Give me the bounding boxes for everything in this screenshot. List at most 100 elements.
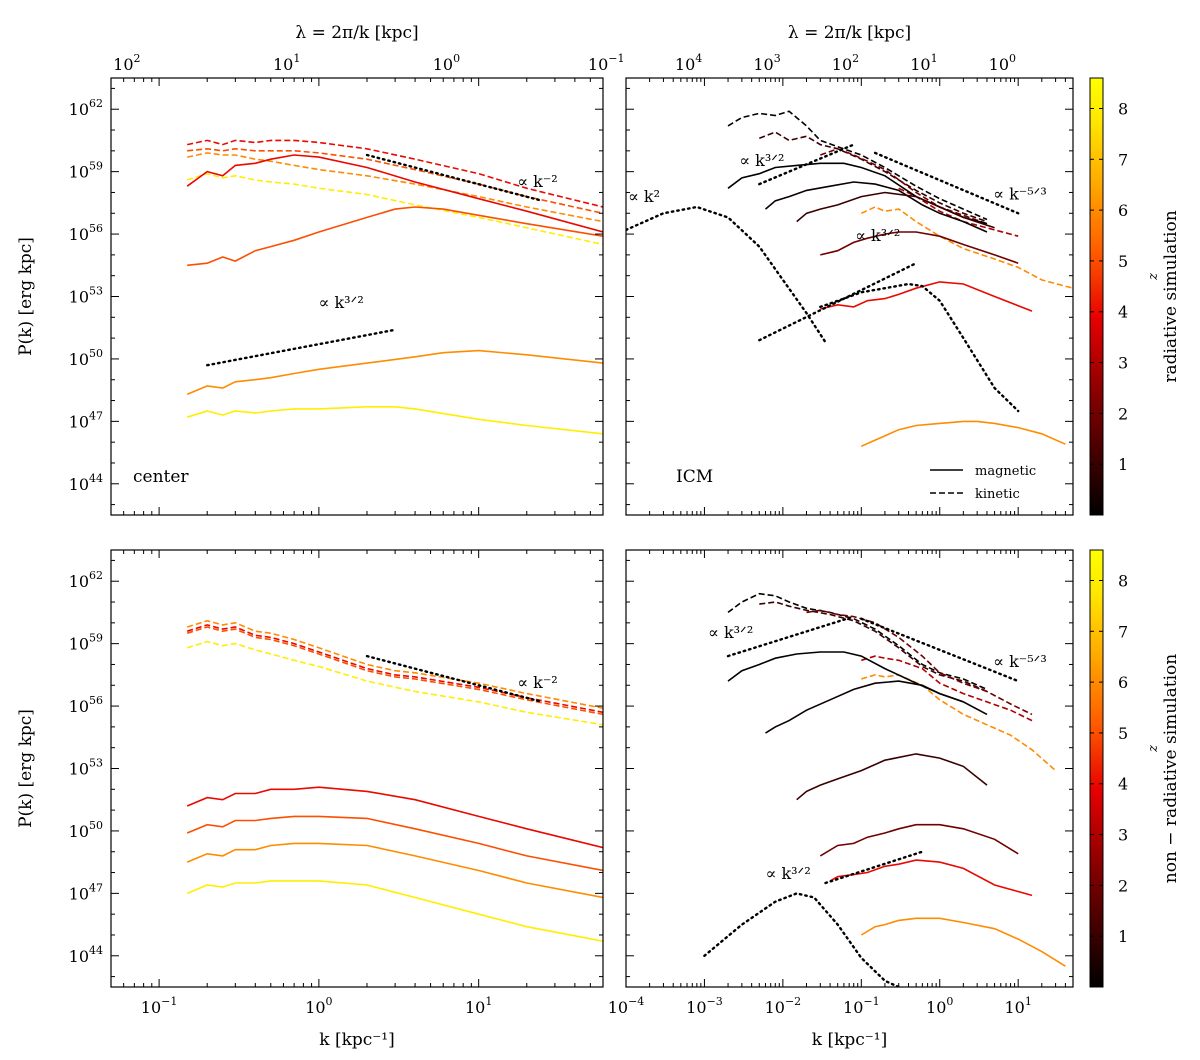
series-magnetic-z-4 <box>820 281 1033 312</box>
series-kinetic-z-0 <box>727 592 988 691</box>
guide-line <box>365 654 544 704</box>
y-tick-label: 1047 <box>69 881 103 903</box>
x-tick-label: 10−1 <box>843 995 880 1017</box>
series-group <box>626 110 1073 448</box>
series-magnetic-z-5 <box>186 815 603 872</box>
y-tick-label: 1056 <box>69 222 103 244</box>
colorbar-gradient <box>1089 549 1104 988</box>
colorbar-tick-label: 6 <box>1118 673 1128 692</box>
series-kinetic-z-6 <box>187 152 603 223</box>
guide-line <box>726 615 855 658</box>
colorbar-tick-label: 1 <box>1118 927 1128 946</box>
colorbar-tick-label: 7 <box>1118 622 1128 641</box>
y-tick-label: 1062 <box>69 97 103 119</box>
guide-line <box>626 205 827 344</box>
panel-top-right: ∝ k³ᐟ² ∝ k⁻⁵ᐟ³ ∝ k² ∝ k³ᐟ² 104 103 102 101 100 λ … <box>625 23 1074 516</box>
series-kinetic-z-4 <box>186 624 603 714</box>
colorbar-tick-label: 8 <box>1118 99 1128 118</box>
y-tick-label: 1056 <box>69 694 103 716</box>
top-axis-label: λ = 2π/k [kpc] <box>788 23 911 43</box>
guide-label: ∝ k³ᐟ² <box>855 226 900 245</box>
panel-annotation: ICM <box>676 467 713 487</box>
colorbar-tick-label: 3 <box>1118 826 1128 845</box>
colorbar-tick-label: 3 <box>1118 354 1128 373</box>
guide-label: ∝ k⁻² <box>517 172 557 191</box>
panel-frame <box>625 549 1074 988</box>
colorbar-tick-label: 7 <box>1118 150 1128 169</box>
colorbar-tick-label: 8 <box>1118 571 1128 590</box>
colorbar-tick-label: 4 <box>1118 775 1128 794</box>
series-group <box>703 592 1066 987</box>
series-kinetic-z-3 <box>898 187 1019 237</box>
series-magnetic-z-6 <box>860 917 1066 967</box>
series-magnetic-z-0b <box>764 181 988 233</box>
series-magnetic-z-0 <box>727 651 964 703</box>
series-magnetic-z-2 <box>820 231 1019 264</box>
guide-line <box>824 850 924 885</box>
top-tick-label: 102 <box>832 52 859 74</box>
legend: magnetic kinetic <box>930 464 1036 502</box>
guide-label: ∝ k³ᐟ² <box>708 623 753 642</box>
top-tick-label: 100 <box>989 52 1016 74</box>
panel-top-left: ∝ k⁻² ∝ k³ᐟ² 1062 1059 1056 1053 1050 1047 1044 1… <box>16 23 625 516</box>
top-tick-label: 100 <box>433 52 460 74</box>
y-axis-label: P(k) [erg kpc] <box>16 237 36 356</box>
y-tick-label: 1053 <box>69 757 103 779</box>
guide-line <box>703 892 900 987</box>
y-axis-label: P(k) [erg kpc] <box>16 709 36 828</box>
series-kinetic-z-4 <box>187 139 603 208</box>
x-tick-label: 10−2 <box>765 995 802 1017</box>
guide-line <box>819 282 1020 413</box>
series-kinetic-z-8 <box>186 172 603 246</box>
guide-line <box>860 617 1020 683</box>
colorbar-tick-label: 1 <box>1118 455 1128 474</box>
series-kinetic-z-0 <box>727 110 988 221</box>
top-tick-label: 104 <box>675 52 702 74</box>
top-axis-label: λ = 2π/k [kpc] <box>295 23 418 43</box>
x-tick-label: 101 <box>465 995 492 1017</box>
colorbar-tick-label: 4 <box>1118 303 1128 322</box>
colorbar-tick-label: 6 <box>1118 201 1128 220</box>
guide-label: ∝ k³ᐟ² <box>766 864 811 883</box>
y-tick-label: 1050 <box>69 347 103 369</box>
guide-line <box>205 328 397 367</box>
series-group <box>186 139 603 435</box>
guide-label: ∝ k³ᐟ² <box>319 293 364 312</box>
top-tick-label: 101 <box>910 52 937 74</box>
x-tick-label: 10−1 <box>141 995 178 1017</box>
series-kinetic-z-2 <box>806 609 1033 716</box>
series-kinetic-z-5 <box>186 626 603 716</box>
guide-label: ∝ k³ᐟ² <box>739 151 784 170</box>
guide-label: ∝ k⁻⁵ᐟ³ <box>993 184 1047 203</box>
series-group <box>186 619 603 942</box>
series-kinetic-z-1 <box>759 601 988 693</box>
colorbar-gradient <box>1089 77 1104 516</box>
guide-line <box>873 151 1020 215</box>
colorbar-2: 1 2 3 4 5 6 7 8 z non − radiative simulation <box>1089 549 1181 988</box>
colorbar-var-label: z <box>1146 745 1161 753</box>
legend-label-magnetic: magnetic <box>975 464 1036 479</box>
series-kinetic-z-3 <box>861 655 1033 722</box>
series-magnetic-z-4 <box>829 859 1033 897</box>
series-magnetic-z-1 <box>796 753 988 801</box>
y-tick-label: 1050 <box>69 819 103 841</box>
top-tick-label: 103 <box>753 52 780 74</box>
series-magnetic-z-1 <box>796 191 995 229</box>
x-axis-label: k [kpc⁻¹] <box>812 1030 887 1050</box>
colorbar-label: non − radiative simulation <box>1161 654 1181 884</box>
guide-label: ∝ k⁻² <box>517 673 557 692</box>
panel-frame <box>110 549 604 988</box>
y-tick-label: 1044 <box>69 944 103 966</box>
colorbar-tick-label: 5 <box>1118 252 1128 271</box>
x-tick-label: 10−4 <box>608 995 645 1017</box>
top-tick-label: 10−1 <box>588 52 625 74</box>
series-magnetic-z-8 <box>186 880 603 942</box>
colorbar-1: 1 2 3 4 5 6 7 8 z radiative simulation <box>1089 77 1181 516</box>
series-magnetic-z-5 <box>187 206 603 267</box>
panel-annotation: center <box>133 467 189 487</box>
y-tick-label: 1053 <box>69 285 103 307</box>
guide-line <box>365 153 544 203</box>
colorbar-tick-label: 2 <box>1118 876 1128 895</box>
y-tick-label: 1047 <box>69 409 103 431</box>
